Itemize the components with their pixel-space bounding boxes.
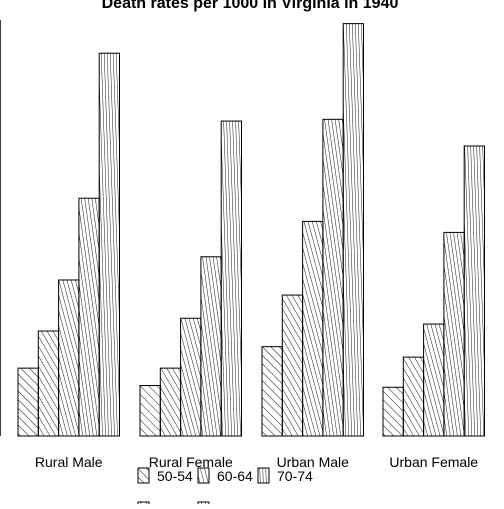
legend-label-60-64: 60-64 (217, 468, 253, 484)
legend-label-50-54: 50-54 (157, 468, 193, 484)
bar-rural-male-65-69 (78, 197, 100, 437)
legend: 50-5455-5960-6465-6970-74 (137, 467, 313, 509)
legend-swatch-70-74 (257, 467, 270, 484)
category-label: Urban Female (389, 454, 478, 470)
bar-urban-female-55-59 (402, 356, 425, 437)
bar-urban-male-50-54 (261, 346, 283, 437)
bar-urban-male-60-64 (302, 220, 324, 437)
bar-rural-female-70-74 (220, 120, 242, 437)
bars-group (17, 23, 486, 437)
bar-urban-female-70-74 (463, 145, 486, 437)
legend-label-70-74: 70-74 (277, 468, 313, 484)
category-labels: Rural Male Rural Female Urban Male Urban Fe… (35, 454, 478, 470)
bar-rural-male-50-54 (17, 367, 39, 437)
bar-urban-female-65-69 (443, 231, 465, 437)
legend-swatch-60-64 (197, 467, 210, 484)
bar-urban-male-55-59 (281, 294, 304, 437)
category-label: Rural Male (35, 454, 103, 470)
bar-urban-male-70-74 (342, 23, 365, 437)
category-label: Rural Female (149, 454, 233, 470)
bar-rural-male-60-64 (58, 279, 80, 437)
bar-rural-male-70-74 (98, 52, 120, 437)
bar-rural-male-55-59 (37, 330, 60, 437)
bar-urban-female-50-54 (382, 386, 404, 437)
chart-title: Death rates per 1000 in Virginia in 1940 (102, 0, 399, 12)
bar-urban-male-65-69 (322, 118, 344, 437)
bar-urban-female-60-64 (423, 323, 445, 437)
legend-swatch-50-54 (137, 467, 150, 484)
category-label: Urban Male (277, 454, 350, 470)
bar-rural-female-65-69 (200, 256, 222, 437)
bar-rural-female-60-64 (180, 317, 202, 437)
bar-rural-female-55-59 (159, 367, 182, 437)
bar-rural-female-50-54 (139, 385, 161, 437)
